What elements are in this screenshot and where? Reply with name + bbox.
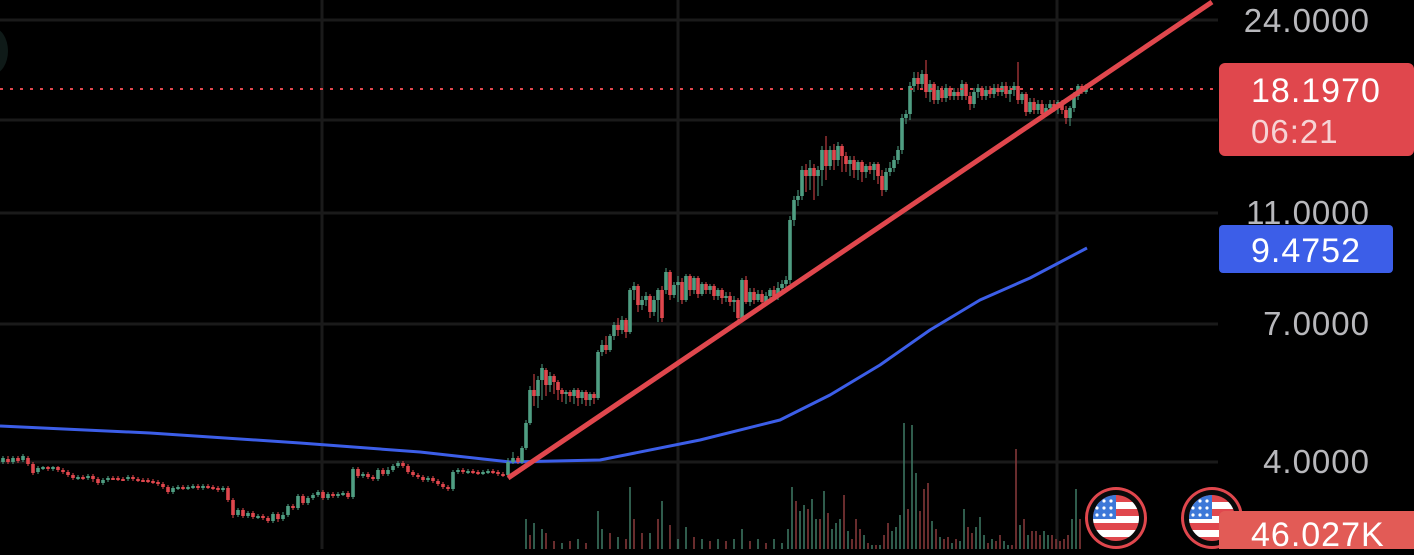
price-axis-label: 7.0000	[1263, 305, 1370, 342]
candlestick-series	[1, 60, 1088, 523]
last-price-badge: 18.1970 06:21	[1219, 63, 1414, 156]
price-axis-label: 4.0000	[1263, 443, 1370, 480]
price-axis-label: 24.0000	[1243, 2, 1370, 39]
last-price-value: 18.1970	[1251, 72, 1381, 110]
grid-lines	[0, 0, 1218, 549]
volume-value: 46.027K	[1251, 516, 1385, 554]
volume-badge: 46.027K	[1219, 511, 1414, 554]
volume-bars	[525, 423, 1081, 549]
price-axis-label: 11.0000	[1246, 194, 1370, 231]
moving-average-line[interactable]	[0, 246, 1088, 464]
ma-value-badge: 9.4752	[1219, 225, 1393, 273]
ma-value: 9.4752	[1251, 232, 1361, 270]
us-flag-icon[interactable]	[1085, 487, 1147, 549]
bar-countdown: 06:21	[1251, 113, 1339, 150]
partial-button-edge[interactable]	[0, 28, 8, 74]
trendline-drawing[interactable]	[506, 0, 1214, 481]
